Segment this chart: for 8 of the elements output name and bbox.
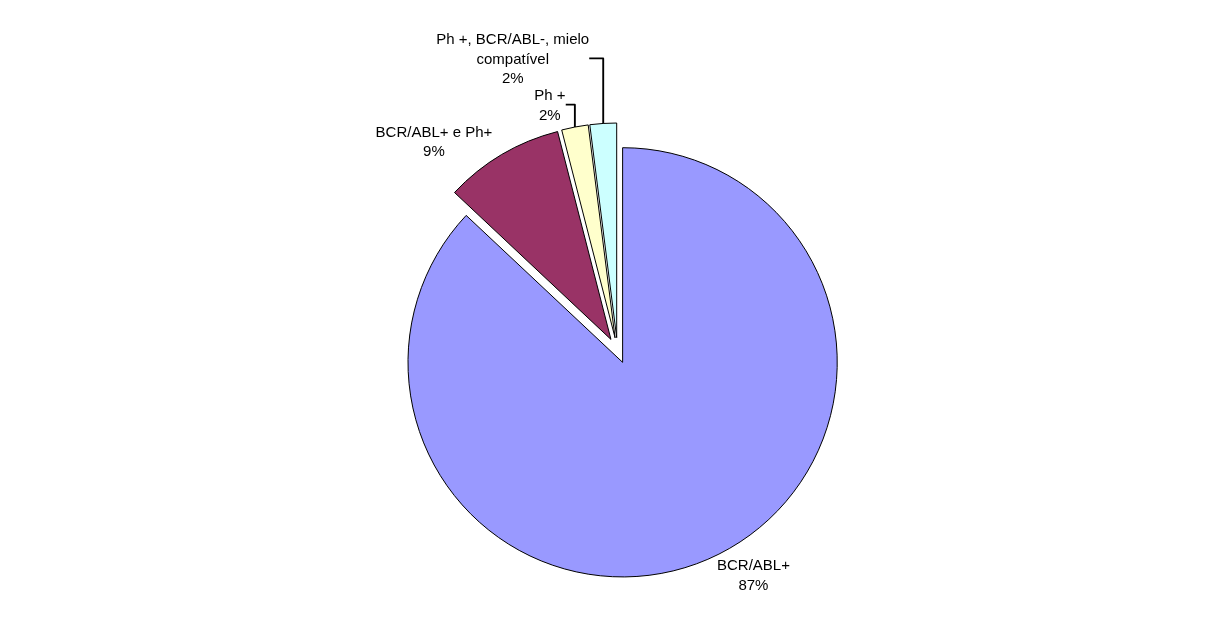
slice-label: BCR/ABL+ e Ph+ xyxy=(375,122,493,140)
slice-label: Ph + xyxy=(534,86,566,104)
data-label: 9% xyxy=(423,142,445,160)
slice-label: BCR/ABL+ xyxy=(716,556,791,574)
data-label: 87% xyxy=(738,575,769,593)
data-label: 2% xyxy=(539,105,561,123)
data-label: 2% xyxy=(501,69,524,87)
slice-label: Ph +, BCR/ABL-, mielo compatível xyxy=(436,30,590,67)
